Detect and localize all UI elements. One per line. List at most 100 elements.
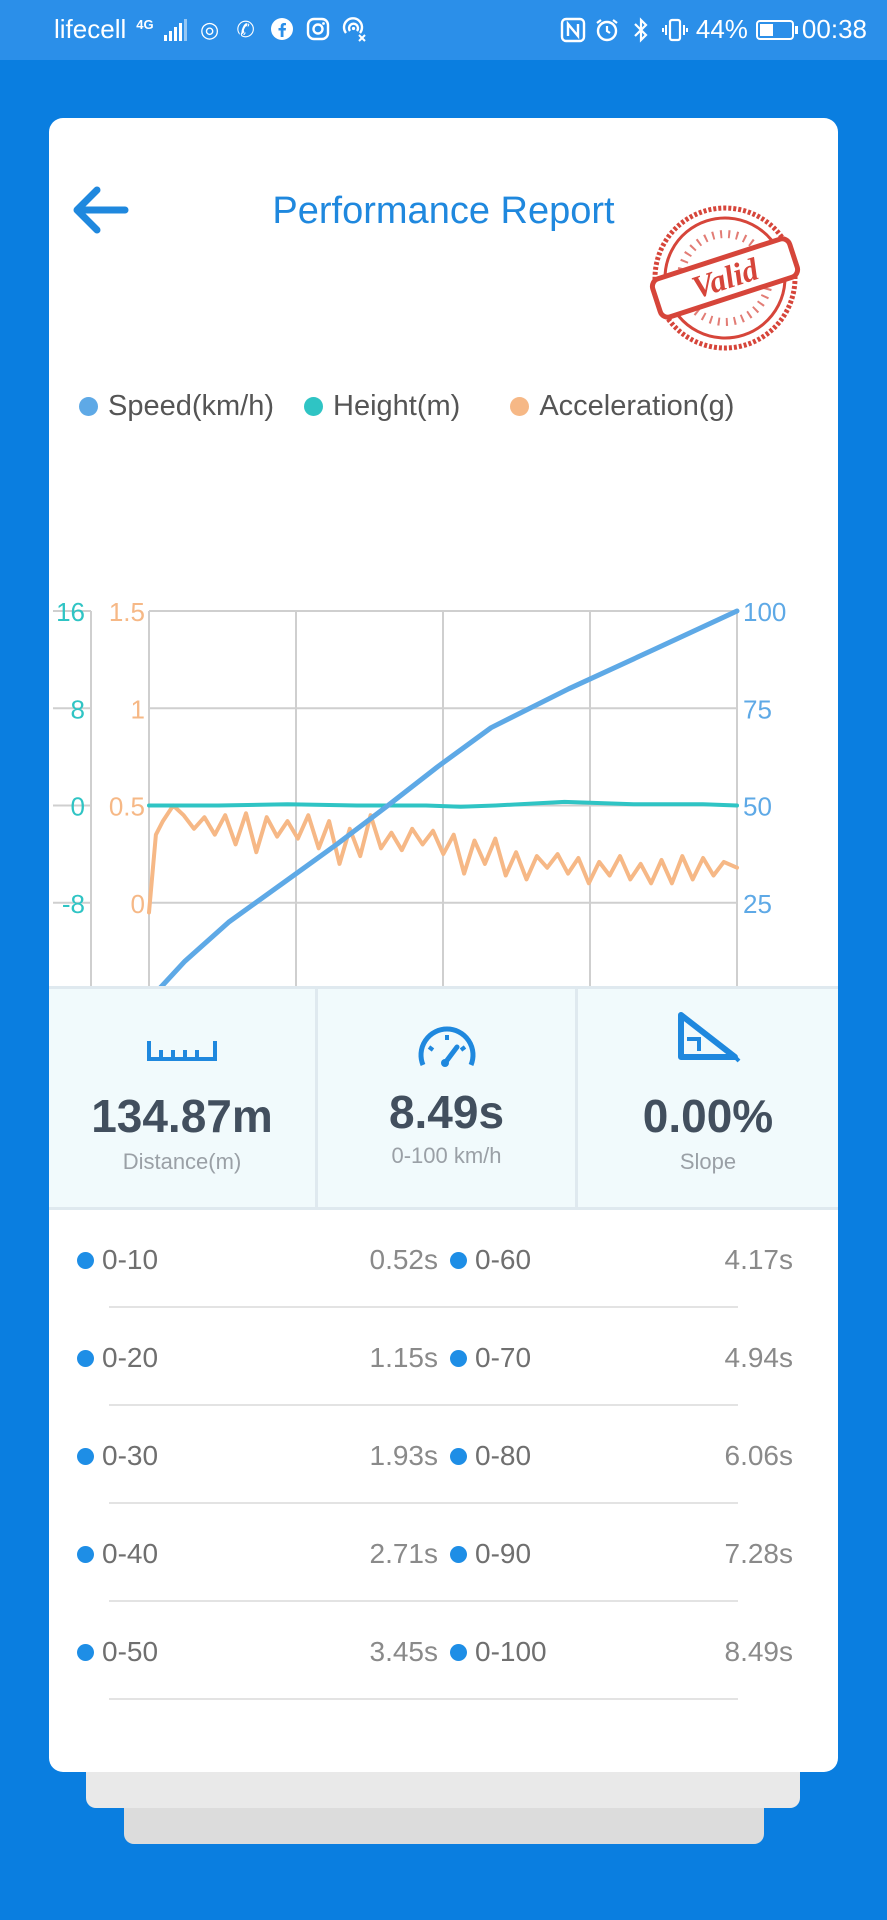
phone-icon: ✆ <box>236 16 255 42</box>
legend-label-height: Height(m) <box>333 390 461 422</box>
speed-axis-tick-label: 75 <box>743 694 772 724</box>
divider <box>109 1404 738 1406</box>
list-item: 0-10 0.52s 0-60 4.17s <box>49 1210 838 1308</box>
bullet-icon <box>77 1251 94 1269</box>
time-label-text: 0-60 <box>475 1244 532 1275</box>
facebook-icon <box>269 17 295 43</box>
legend-label-acceleration: Acceleration(g) <box>539 390 735 422</box>
bullet-icon <box>450 1447 467 1465</box>
status-bar-right: 44% 00:38 <box>560 14 867 45</box>
battery-percent: 44% <box>695 14 748 44</box>
time-value: 3.45s <box>369 1636 439 1667</box>
page-title: Performance Report <box>272 190 615 232</box>
stats-panel: 134.87m Distance(m) 8.49s 0-100 km/h <box>49 986 838 1210</box>
list-item: 0-30 1.93s 0-80 6.06s <box>49 1406 838 1504</box>
carrier-name: lifecell <box>54 14 127 44</box>
bullet-icon <box>450 1251 467 1269</box>
speed-axis-tick-label: 25 <box>743 889 772 919</box>
list-item: 0-50 3.45s 0-100 8.49s <box>49 1602 838 1700</box>
clock: 00:38 <box>801 14 867 44</box>
list-item: 0-20 1.15s 0-70 4.94s <box>49 1308 838 1406</box>
nfc-icon <box>560 17 586 43</box>
stat-distance: 134.87m Distance(m) <box>49 989 315 1207</box>
stat-distance-value: 134.87m <box>91 1090 273 1142</box>
speed-axis-tick-label: 100 <box>743 597 786 627</box>
time-value: 0.52s <box>369 1244 439 1275</box>
bullet-icon <box>77 1447 94 1465</box>
time-value: 1.93s <box>369 1440 439 1471</box>
bullet-icon <box>450 1349 467 1367</box>
battery-icon <box>755 19 798 40</box>
acceleration-axis-tick-label: 1.5 <box>109 597 145 627</box>
height-axis-tick-label: 8 <box>71 694 85 724</box>
height-axis-tick-label: 0 <box>71 792 85 822</box>
height-series-line <box>147 799 739 809</box>
status-bar-left: lifecell 4G ◎ ✆ <box>54 14 367 45</box>
time-label-text: 0-70 <box>475 1342 532 1373</box>
time-value: 6.06s <box>724 1440 794 1471</box>
stat-acceleration-time-label: 0-100 km/h <box>391 1143 502 1168</box>
time-label: 0-80 <box>450 1440 531 1472</box>
time-value: 8.49s <box>724 1636 794 1667</box>
valid-stamp: Valid <box>649 205 801 351</box>
acceleration-axis-tick-label: 0.5 <box>109 792 145 822</box>
time-label-text: 0-80 <box>475 1440 532 1471</box>
time-label-text: 0-90 <box>475 1538 532 1569</box>
status-bar: lifecell 4G ◎ ✆ 44% 00:38 <box>0 0 887 60</box>
stat-slope: 0.00% Slope <box>575 989 838 1207</box>
bullet-icon <box>77 1643 94 1661</box>
signal-icon <box>163 18 187 41</box>
acceleration-axis-tick-label: 0 <box>131 889 145 919</box>
network-type: 4G <box>136 17 154 32</box>
hotspot-icon <box>341 16 367 43</box>
divider <box>109 1306 738 1308</box>
time-label: 0-60 <box>450 1244 531 1276</box>
battery-level <box>759 23 773 36</box>
speed-axis-tick-label: 50 <box>743 792 772 822</box>
legend-dot-speed <box>79 397 98 416</box>
stat-distance-label: Distance(m) <box>122 1149 242 1174</box>
time-label: 0-100 <box>450 1636 547 1668</box>
bullet-icon <box>450 1643 467 1661</box>
divider <box>109 1502 738 1504</box>
divider <box>109 1698 738 1700</box>
legend-dot-height <box>304 397 324 416</box>
legend-item-acceleration[interactable]: Acceleration(g) <box>510 390 734 423</box>
chart-legend: Speed(km/h) Height(m) Acceleration(g) <box>79 390 764 423</box>
speedometer-icon <box>418 1026 475 1067</box>
time-label: 0-70 <box>450 1342 531 1374</box>
speed-series-line <box>146 608 740 1003</box>
stat-slope-label: Slope <box>679 1149 737 1174</box>
instagram-icon <box>305 17 331 43</box>
legend-label-speed: Speed(km/h) <box>108 390 275 422</box>
time-label-text: 0-10 <box>102 1244 159 1275</box>
legend-item-speed[interactable]: Speed(km/h) <box>79 390 274 423</box>
bullet-icon <box>450 1545 467 1563</box>
stat-slope-value: 0.00% <box>642 1090 774 1142</box>
time-value: 7.28s <box>724 1538 794 1569</box>
time-label-text: 0-30 <box>102 1440 159 1471</box>
time-label: 0-40 <box>77 1538 158 1570</box>
back-button[interactable] <box>67 182 131 238</box>
time-label-text: 0-100 <box>475 1636 547 1667</box>
bullet-icon <box>77 1545 94 1563</box>
arrow-left-icon <box>73 186 129 234</box>
legend-item-height[interactable]: Height(m) <box>304 390 460 423</box>
acceleration-times-list: 0-10 0.52s 0-60 4.17s 0-20 1.15s 0-70 4.… <box>49 1210 838 1700</box>
acceleration-axis-tick-label: 1 <box>131 694 145 724</box>
time-label: 0-30 <box>77 1440 158 1472</box>
time-label-text: 0-20 <box>102 1342 159 1373</box>
time-value: 4.94s <box>724 1342 794 1373</box>
message-icon: ◎ <box>199 16 220 42</box>
stat-acceleration-time-value: 8.49s <box>388 1086 505 1138</box>
divider <box>109 1600 738 1602</box>
time-label: 0-50 <box>77 1636 158 1668</box>
legend-dot-acceleration <box>510 397 530 416</box>
time-value: 4.17s <box>724 1244 794 1275</box>
bluetooth-icon <box>628 16 654 43</box>
height-axis-tick-label: -8 <box>62 889 85 919</box>
time-label: 0-10 <box>77 1244 158 1276</box>
height-axis-tick-label: 16 <box>56 597 85 627</box>
time-label-text: 0-40 <box>102 1538 159 1569</box>
